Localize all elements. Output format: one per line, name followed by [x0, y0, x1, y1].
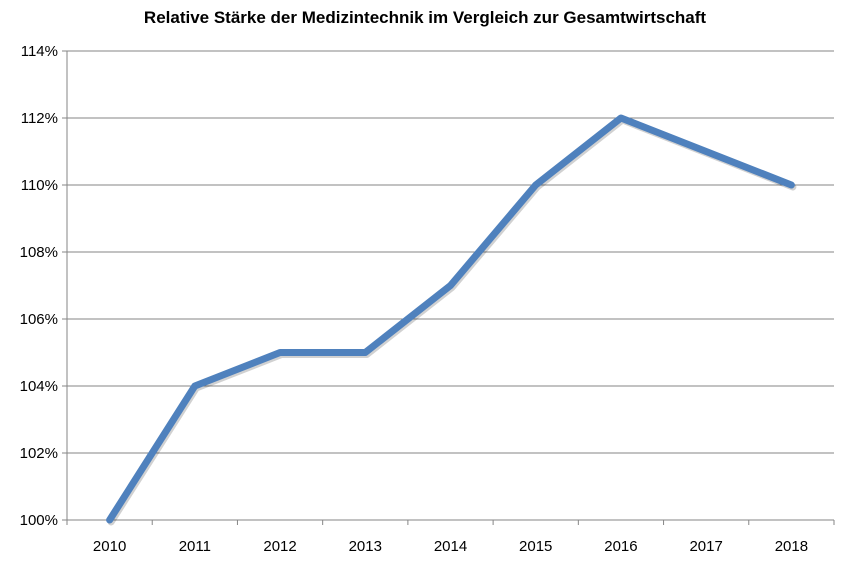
series-layer [106, 114, 797, 526]
data-point [364, 352, 366, 353]
y-tick-label: 114% [21, 43, 58, 60]
x-tick-label: 2013 [349, 538, 382, 555]
gridlines [67, 50, 834, 454]
data-point [450, 285, 451, 286]
data-point [620, 117, 622, 119]
x-tick-label: 2016 [604, 538, 637, 555]
data-point [109, 519, 111, 521]
x-tick-labels: 2010 2011 2012 2013 2014 2015 2016 2017 2018 [93, 538, 808, 555]
y-tick-label: 112% [21, 110, 58, 127]
y-tick-label: 104% [20, 378, 58, 395]
x-tick-label: 2012 [263, 538, 296, 555]
y-tick-label: 100% [20, 512, 58, 529]
x-tick-label: 2011 [179, 538, 211, 555]
y-tick-label: 108% [20, 244, 58, 261]
data-point [705, 151, 707, 152]
axes [62, 50, 835, 525]
data-point [535, 184, 537, 186]
data-point [194, 385, 196, 387]
series-line-shadow [107, 116, 797, 526]
y-tick-label: 110% [21, 177, 58, 194]
y-tick-label: 106% [20, 311, 58, 328]
x-tick-label: 2018 [775, 538, 808, 555]
x-tick-label: 2010 [93, 538, 126, 555]
x-tick-label: 2015 [519, 538, 552, 555]
x-tick-label: 2017 [689, 538, 722, 555]
y-tick-label: 102% [20, 445, 58, 462]
data-point [279, 352, 281, 353]
y-tick-labels: 100% 102% 104% 106% 108% 110% 112% 114% [20, 43, 58, 529]
data-point [790, 184, 792, 186]
x-tick-label: 2014 [434, 538, 467, 555]
chart-title: Relative Stärke der Medizintechnik im Ve… [143, 8, 707, 27]
